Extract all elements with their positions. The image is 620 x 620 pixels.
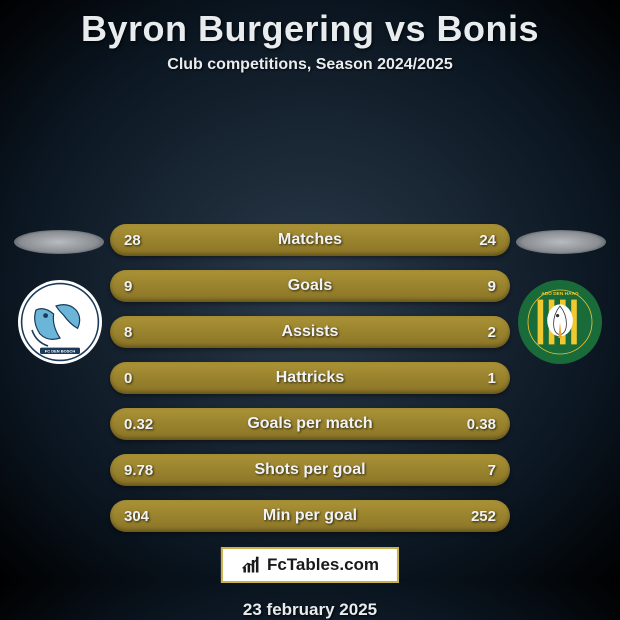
stat-value-left: 8	[124, 324, 132, 341]
stat-label: Min per goal	[263, 507, 357, 525]
ado-den-haag-icon: ADO DEN HAAG	[520, 282, 600, 362]
date-text: 23 february 2025	[243, 600, 377, 620]
stat-row-goals: 9 Goals 9	[110, 270, 510, 302]
player-shadow-right	[516, 230, 606, 254]
brand-text: FcTables.com	[267, 555, 379, 575]
stat-value-left: 0.32	[124, 416, 153, 433]
stat-value-right: 1	[488, 370, 496, 387]
stat-value-left: 0	[124, 370, 132, 387]
stat-row-shots-per-goal: 9.78 Shots per goal 7	[110, 454, 510, 486]
page-subtitle: Club competitions, Season 2024/2025	[0, 56, 620, 74]
svg-text:ADO DEN HAAG: ADO DEN HAAG	[541, 291, 579, 297]
stat-row-goals-per-match: 0.32 Goals per match 0.38	[110, 408, 510, 440]
stat-row-matches: 28 Matches 24	[110, 224, 510, 256]
stat-row-assists: 8 Assists 2	[110, 316, 510, 348]
stat-value-right: 252	[471, 508, 496, 525]
stat-label: Hattricks	[276, 369, 344, 387]
stat-value-left: 9	[124, 278, 132, 295]
fc-den-bosch-icon: FC DEN BOSCH	[20, 282, 100, 362]
stat-value-right: 24	[479, 232, 496, 249]
svg-text:FC DEN BOSCH: FC DEN BOSCH	[45, 348, 76, 353]
stats-column: 28 Matches 24 9 Goals 9 8 Assists 2 0 Ha…	[110, 224, 510, 532]
stat-value-left: 304	[124, 508, 149, 525]
stat-value-right: 9	[488, 278, 496, 295]
stat-value-right: 7	[488, 462, 496, 479]
page-title: Byron Burgering vs Bonis	[0, 8, 620, 50]
chart-icon	[241, 555, 261, 575]
stat-value-right: 0.38	[467, 416, 496, 433]
stat-row-hattricks: 0 Hattricks 1	[110, 362, 510, 394]
stat-value-right: 2	[488, 324, 496, 341]
stat-value-left: 9.78	[124, 462, 153, 479]
stat-row-min-per-goal: 304 Min per goal 252	[110, 500, 510, 532]
stat-label: Matches	[278, 231, 342, 249]
stat-value-left: 28	[124, 232, 141, 249]
stat-label: Shots per goal	[254, 461, 365, 479]
stat-label: Goals	[288, 277, 332, 295]
stat-label: Goals per match	[247, 415, 372, 433]
player-shadow-left	[14, 230, 104, 254]
comparison-card: Byron Burgering vs Bonis Club competitio…	[0, 0, 620, 580]
club-logo-right: ADO DEN HAAG	[518, 280, 602, 364]
brand-box[interactable]: FcTables.com	[221, 547, 399, 583]
club-logo-left: FC DEN BOSCH	[18, 280, 102, 364]
stat-label: Assists	[282, 323, 339, 341]
